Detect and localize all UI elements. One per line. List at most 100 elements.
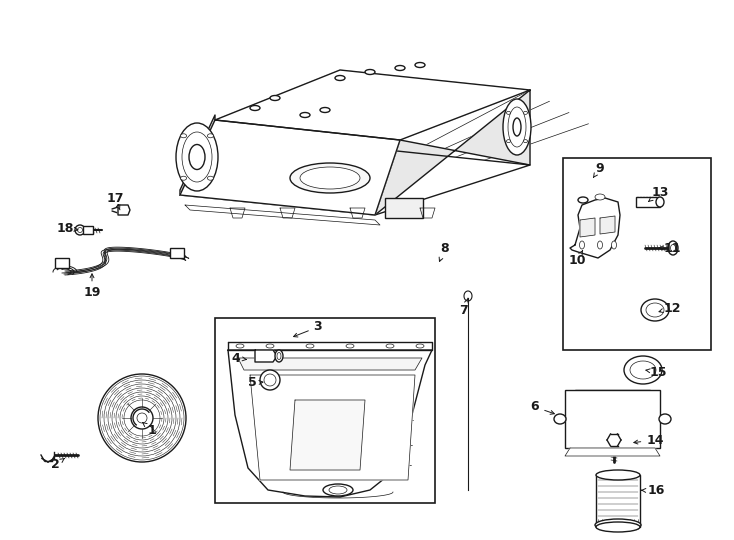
Bar	[636, 197, 660, 207]
Ellipse shape	[266, 344, 274, 348]
Bar	[83, 226, 93, 234]
Ellipse shape	[306, 344, 314, 348]
Ellipse shape	[506, 111, 511, 114]
Ellipse shape	[595, 519, 641, 531]
Ellipse shape	[595, 194, 605, 200]
Ellipse shape	[208, 134, 214, 138]
Text: 17: 17	[106, 192, 124, 210]
Ellipse shape	[656, 197, 664, 207]
Ellipse shape	[300, 167, 360, 189]
Ellipse shape	[181, 176, 186, 180]
Polygon shape	[118, 205, 130, 215]
Polygon shape	[230, 208, 245, 218]
Ellipse shape	[270, 96, 280, 100]
Ellipse shape	[98, 374, 186, 462]
Ellipse shape	[508, 107, 526, 147]
Ellipse shape	[580, 241, 584, 249]
Text: 18: 18	[57, 221, 78, 234]
Bar	[215, 318, 435, 503]
Polygon shape	[250, 375, 415, 480]
Ellipse shape	[176, 123, 218, 191]
Bar	[385, 198, 423, 218]
Polygon shape	[600, 216, 615, 234]
Ellipse shape	[513, 118, 521, 136]
Text: 10: 10	[568, 251, 586, 267]
Ellipse shape	[578, 197, 588, 203]
Ellipse shape	[78, 227, 82, 233]
Polygon shape	[180, 115, 215, 195]
Ellipse shape	[323, 484, 353, 496]
Ellipse shape	[415, 63, 425, 68]
Polygon shape	[180, 145, 530, 215]
Ellipse shape	[668, 241, 678, 255]
Ellipse shape	[416, 344, 424, 348]
Ellipse shape	[670, 245, 675, 252]
Polygon shape	[570, 198, 620, 258]
Ellipse shape	[346, 344, 354, 348]
Ellipse shape	[290, 163, 370, 193]
Text: 2: 2	[51, 458, 65, 471]
Ellipse shape	[320, 107, 330, 112]
Ellipse shape	[365, 70, 375, 75]
Ellipse shape	[641, 299, 669, 321]
Polygon shape	[255, 350, 277, 362]
Text: 14: 14	[634, 434, 664, 447]
Ellipse shape	[264, 374, 276, 386]
Ellipse shape	[335, 76, 345, 80]
Ellipse shape	[181, 134, 186, 138]
Polygon shape	[375, 90, 530, 215]
Ellipse shape	[659, 414, 671, 424]
Bar	[55, 258, 69, 268]
Polygon shape	[215, 70, 530, 140]
Polygon shape	[280, 208, 295, 218]
Text: 15: 15	[646, 366, 666, 379]
Text: 9: 9	[593, 161, 604, 178]
Ellipse shape	[624, 356, 662, 384]
Ellipse shape	[386, 344, 394, 348]
Ellipse shape	[189, 145, 205, 170]
Text: 13: 13	[649, 186, 669, 201]
Ellipse shape	[236, 344, 244, 348]
Text: 6: 6	[531, 401, 554, 414]
Polygon shape	[185, 205, 380, 225]
Ellipse shape	[300, 112, 310, 118]
Ellipse shape	[250, 105, 260, 111]
Text: 7: 7	[459, 298, 468, 316]
Bar	[565, 390, 660, 448]
Ellipse shape	[208, 176, 214, 180]
Polygon shape	[238, 358, 422, 370]
Text: 16: 16	[642, 484, 665, 497]
Text: 1: 1	[142, 422, 156, 436]
Polygon shape	[420, 208, 435, 218]
Ellipse shape	[646, 303, 664, 317]
Ellipse shape	[137, 413, 147, 423]
Text: 4: 4	[232, 352, 247, 365]
Ellipse shape	[596, 470, 640, 480]
Text: 8: 8	[439, 241, 449, 261]
Polygon shape	[180, 120, 400, 215]
Ellipse shape	[277, 353, 281, 360]
Polygon shape	[350, 208, 365, 218]
Ellipse shape	[329, 486, 347, 494]
Ellipse shape	[523, 140, 528, 143]
Text: 5: 5	[247, 376, 263, 389]
Ellipse shape	[597, 241, 603, 249]
Text: 3: 3	[294, 321, 322, 337]
Polygon shape	[290, 400, 365, 470]
Ellipse shape	[506, 140, 511, 143]
Text: 12: 12	[659, 301, 680, 314]
Polygon shape	[228, 350, 432, 497]
Ellipse shape	[554, 414, 566, 424]
Ellipse shape	[503, 99, 531, 155]
Polygon shape	[580, 218, 595, 237]
Bar	[170, 248, 184, 258]
Ellipse shape	[630, 361, 656, 379]
Ellipse shape	[182, 132, 212, 182]
Bar	[563, 158, 711, 350]
Ellipse shape	[523, 111, 528, 114]
Ellipse shape	[596, 522, 640, 532]
Text: 19: 19	[84, 274, 101, 300]
Polygon shape	[565, 448, 660, 456]
Ellipse shape	[611, 241, 617, 249]
Ellipse shape	[75, 225, 85, 235]
